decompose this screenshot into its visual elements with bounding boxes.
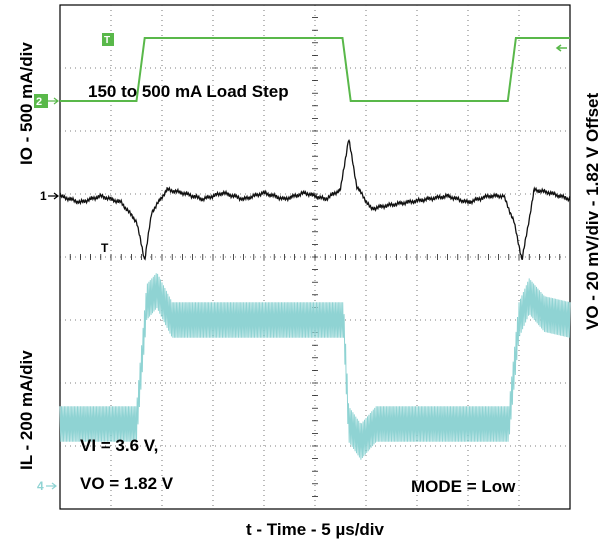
ch2-marker-box <box>34 94 48 108</box>
series-vo-line <box>59 138 571 261</box>
ylabel-left-top: IO - 500 mA/div <box>17 42 36 165</box>
trigger-mid: T <box>101 241 109 255</box>
mode-label: MODE = Low <box>411 477 516 496</box>
trigger-top: T <box>104 35 110 46</box>
ch2-right-arrow-icon <box>555 44 567 52</box>
ch2-arrow-icon <box>48 97 59 105</box>
traces <box>59 37 571 460</box>
series-il-line <box>59 273 571 460</box>
ch4-arrow-icon <box>46 482 57 490</box>
series-io-line <box>60 37 570 102</box>
chart-title: 150 to 500 mA Load Step <box>88 82 289 101</box>
conditions-vi: VI = 3.6 V, <box>80 436 158 455</box>
trigger-top-box <box>102 33 114 46</box>
ch2-marker: 2 <box>36 96 42 108</box>
ylabel-left-bottom: IL - 200 mA/div <box>17 350 36 470</box>
ch1-marker: 1 <box>40 189 47 203</box>
ylabel-right: VO - 20 mV/div - 1.82 V Offset <box>583 93 602 330</box>
ch1-arrow-icon <box>48 192 59 200</box>
ch4-marker: 4 <box>37 479 44 493</box>
xlabel: t - Time - 5 µs/div <box>246 520 385 539</box>
conditions-vo: VO = 1.82 V <box>80 474 174 493</box>
